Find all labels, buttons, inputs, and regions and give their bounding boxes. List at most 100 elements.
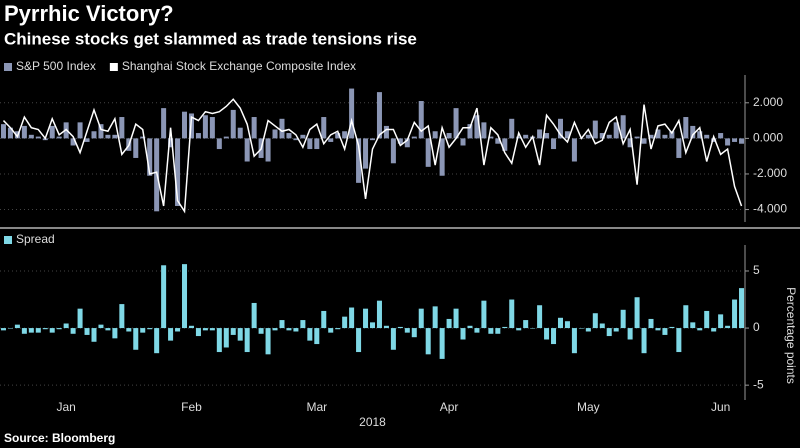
bar (279, 118, 285, 139)
bar (237, 328, 243, 341)
bar (49, 328, 55, 333)
bar (620, 115, 626, 139)
bar (251, 117, 257, 139)
bar (718, 314, 724, 329)
bar (223, 136, 229, 139)
bar (182, 111, 188, 139)
bar (0, 124, 6, 139)
bar (557, 317, 563, 329)
bar (147, 328, 153, 330)
bar (209, 117, 215, 139)
bar (230, 109, 236, 139)
bar (516, 136, 522, 139)
bar (216, 328, 222, 353)
bar (168, 328, 174, 341)
bar (613, 122, 619, 139)
bar (655, 129, 661, 139)
bar (175, 138, 181, 206)
bar (592, 313, 598, 329)
bar (21, 328, 27, 334)
legend-label: Shanghai Stock Exchange Composite Index (122, 59, 356, 73)
bar (175, 328, 181, 332)
bar (739, 288, 745, 329)
bar (571, 328, 577, 354)
bar (147, 138, 153, 176)
bar (244, 138, 250, 162)
bar (265, 138, 271, 162)
bar (356, 328, 362, 353)
bar (592, 120, 598, 139)
bar (669, 326, 675, 329)
bar (453, 108, 459, 139)
bar (126, 328, 132, 332)
bar (321, 117, 327, 139)
bar (133, 328, 139, 350)
bar (481, 122, 487, 139)
bar (383, 325, 389, 329)
bar (272, 129, 278, 139)
bar (502, 138, 508, 151)
bar (397, 326, 403, 329)
bar (718, 133, 724, 139)
bar (7, 328, 13, 329)
y-tick-label: 0.000 (753, 131, 783, 145)
bar (307, 328, 313, 341)
bar (648, 318, 654, 329)
bar (237, 127, 243, 139)
bar (300, 320, 306, 329)
bar (453, 308, 459, 329)
bar (634, 297, 640, 329)
bar (390, 138, 396, 164)
bar (251, 302, 257, 329)
bar (161, 108, 167, 139)
bar (495, 328, 501, 334)
bar (460, 328, 466, 340)
bar (112, 134, 118, 139)
bar (7, 127, 13, 139)
bar (28, 328, 34, 333)
bar (620, 309, 626, 329)
bar (202, 328, 208, 331)
bar (509, 118, 515, 139)
bar (411, 328, 417, 338)
bar (537, 129, 543, 139)
bar (265, 328, 271, 355)
bar (599, 133, 605, 139)
y-tick-label: 2.000 (753, 95, 783, 109)
bar (49, 125, 55, 139)
bar (418, 101, 424, 139)
bar (35, 328, 41, 333)
chart-subtitle: Chinese stocks get slammed as trade tens… (4, 29, 417, 48)
bar (425, 328, 431, 355)
bar (279, 320, 285, 329)
bar (557, 118, 563, 139)
bar (564, 131, 570, 139)
bar (376, 300, 382, 329)
bar (488, 328, 494, 334)
bar (14, 324, 20, 329)
bar (293, 328, 299, 332)
x-tick-label: Feb (181, 400, 202, 414)
bar (564, 321, 570, 329)
line (2, 98, 743, 214)
bar (474, 115, 480, 139)
bar (140, 328, 146, 333)
bar (349, 307, 355, 329)
bar (105, 134, 111, 139)
bar (70, 328, 76, 334)
bar (551, 328, 557, 345)
x-tick-label: May (577, 400, 600, 414)
bar (328, 328, 334, 333)
bar (446, 133, 452, 139)
bar (363, 308, 369, 329)
bar (530, 328, 536, 329)
bar (70, 138, 76, 146)
bar (286, 133, 292, 139)
bar (432, 131, 438, 139)
bar (411, 136, 417, 139)
bar (725, 138, 731, 146)
bar (56, 136, 62, 139)
bar (495, 138, 501, 144)
y-tick-label: 0 (753, 320, 760, 334)
bar (697, 131, 703, 139)
